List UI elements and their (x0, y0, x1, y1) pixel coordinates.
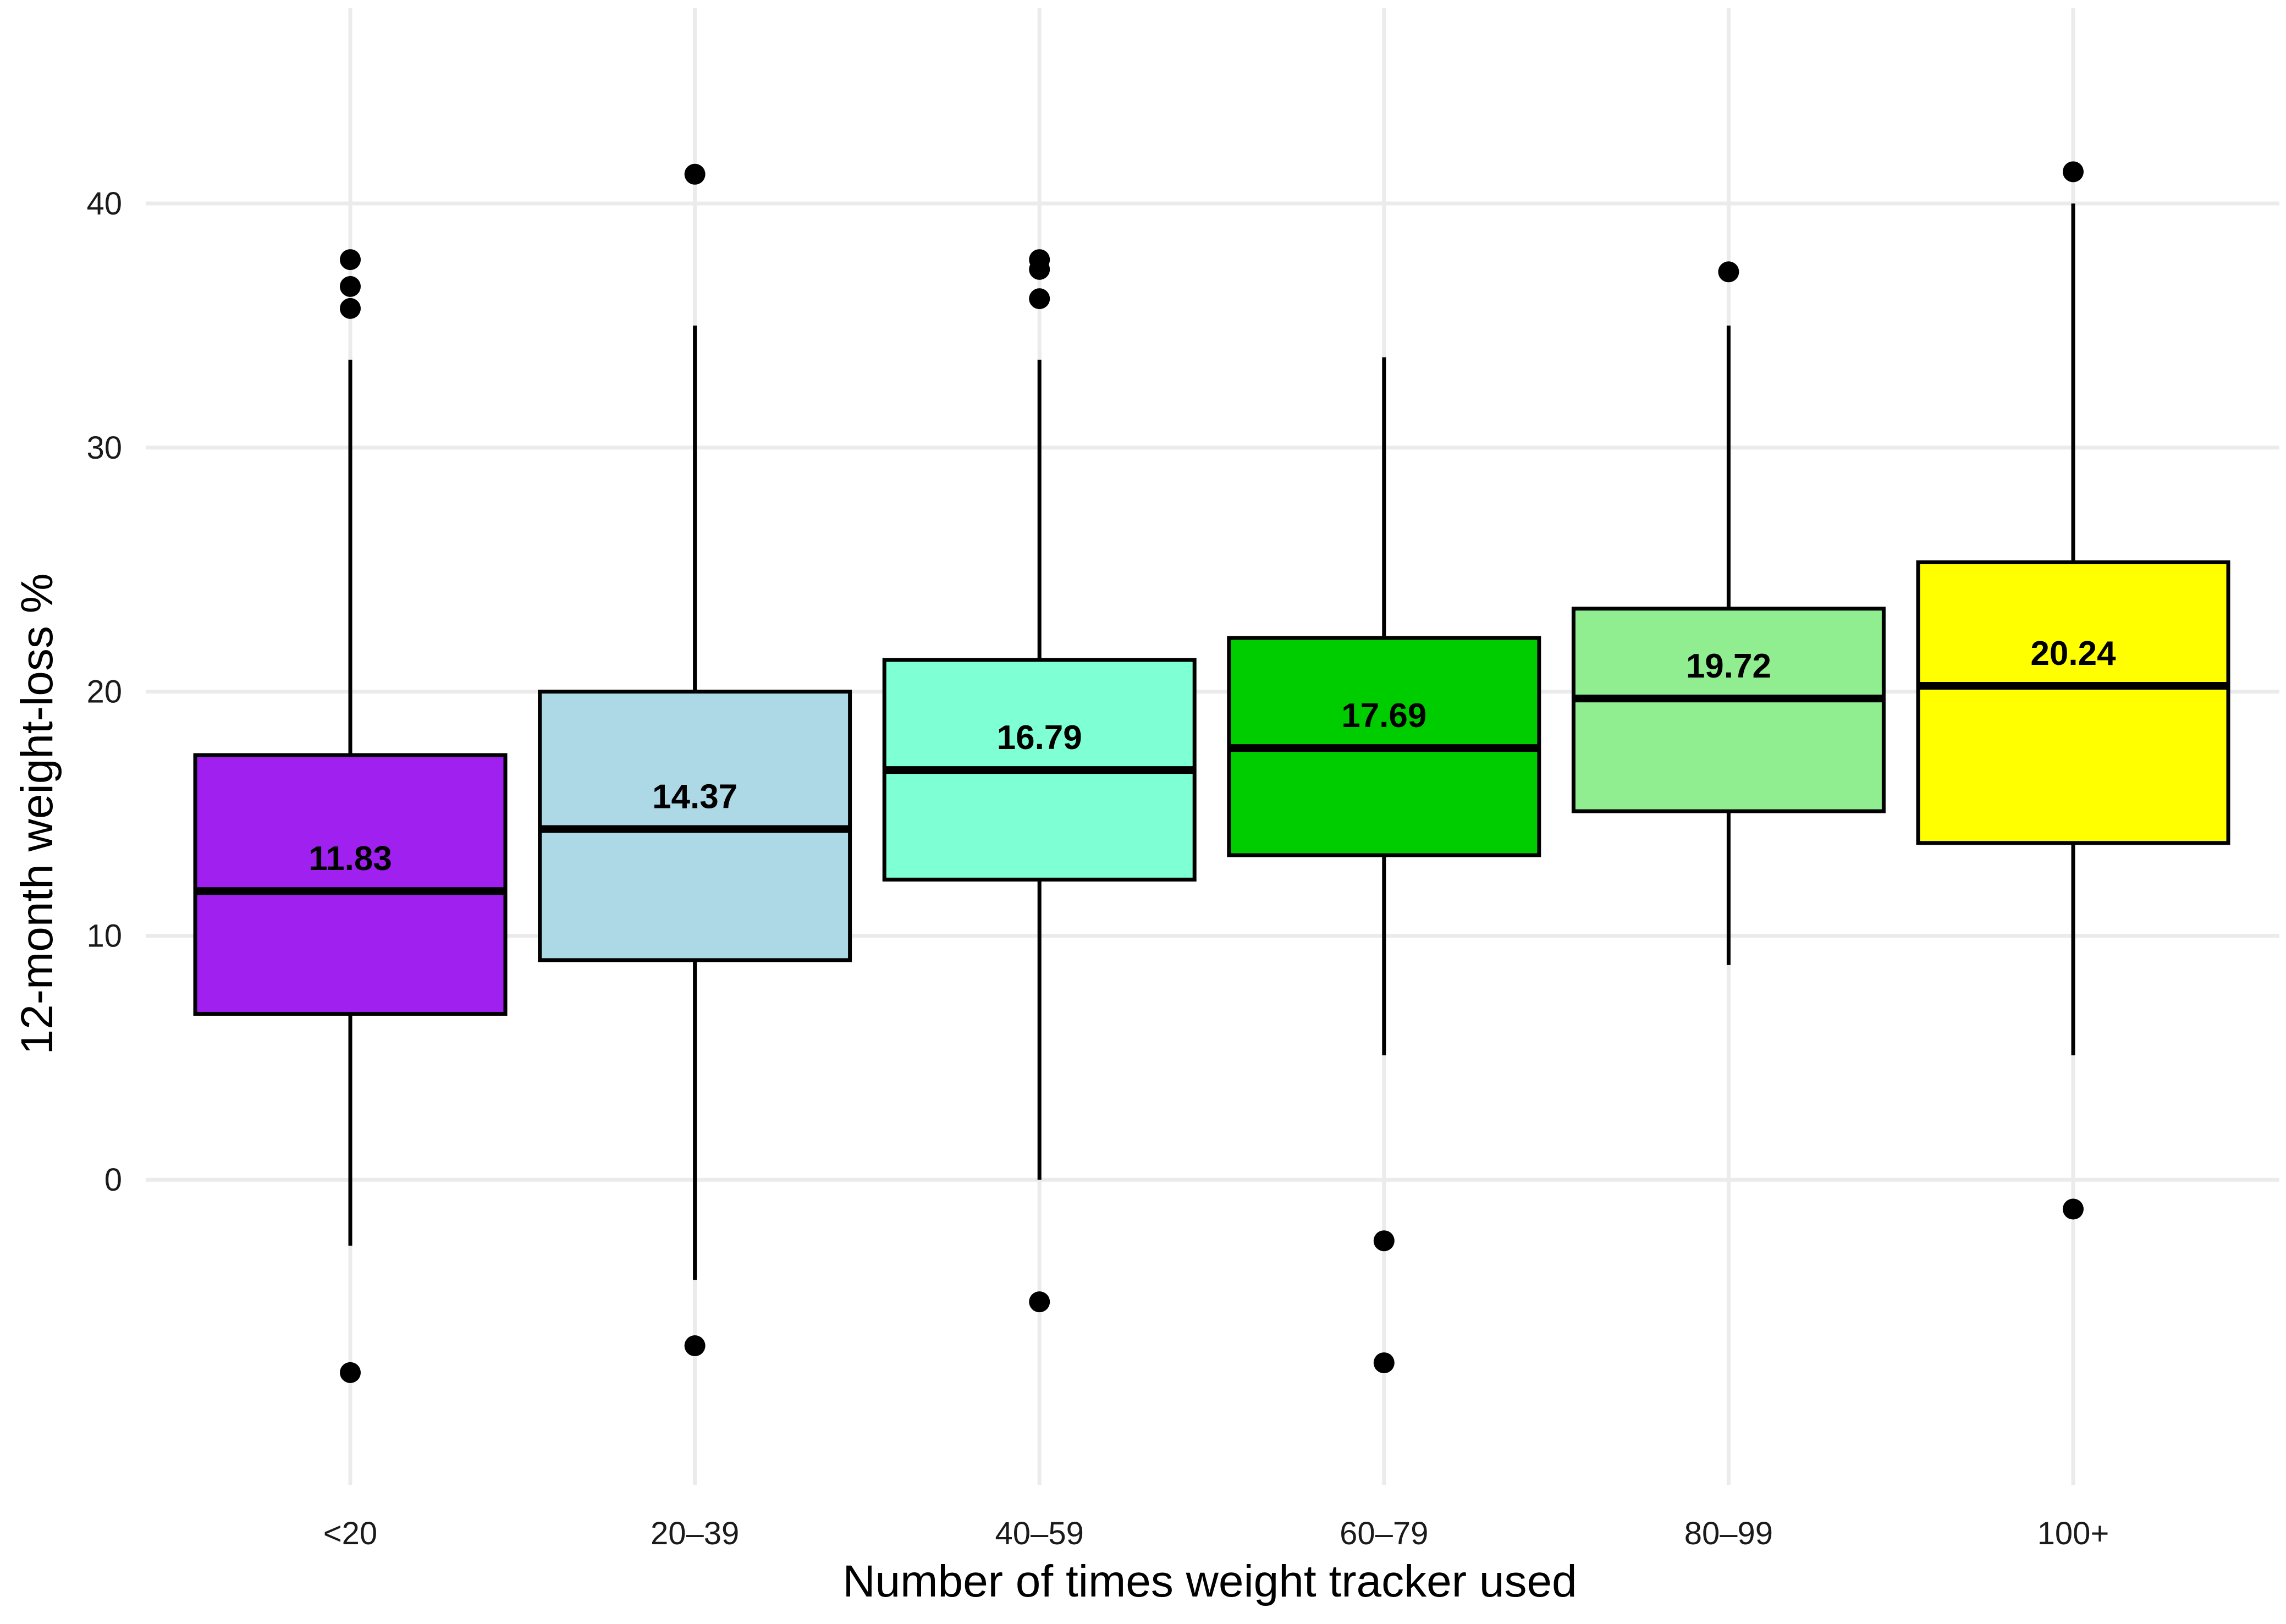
x-tick-label: <20 (323, 1516, 377, 1551)
y-tick-label: 0 (104, 1162, 122, 1198)
x-tick-label: 20–39 (651, 1516, 739, 1551)
box-group: 19.72 (1571, 261, 1886, 965)
x-axis-title: Number of times weight tracker used (842, 1556, 1577, 1606)
outlier-point (684, 163, 706, 185)
box-group: 14.37 (538, 163, 852, 1357)
median-value-label: 17.69 (1341, 697, 1426, 735)
box-group: 17.69 (1227, 357, 1541, 1374)
x-tick-label: 100+ (2037, 1516, 2109, 1551)
y-tick-label: 20 (86, 674, 122, 710)
y-tick-label: 40 (86, 186, 122, 222)
median-value-label: 14.37 (652, 778, 737, 816)
outlier-point (340, 249, 361, 271)
x-tick-label: 60–79 (1340, 1516, 1428, 1551)
outlier-point (1373, 1352, 1395, 1374)
median-value-label: 11.83 (309, 840, 392, 878)
iqr-box (1571, 607, 1886, 813)
outlier-point (340, 276, 361, 297)
outlier-point (1029, 288, 1050, 310)
outlier-point (1373, 1230, 1395, 1252)
median-value-label: 19.72 (1686, 647, 1771, 685)
median-value-label: 20.24 (2030, 635, 2116, 673)
outlier-point (340, 1362, 361, 1383)
iqr-box (1916, 560, 2230, 845)
iqr-box (193, 753, 508, 1016)
outlier-point (2063, 161, 2084, 183)
box-group: 11.83 (193, 249, 508, 1383)
outlier-point (684, 1335, 706, 1357)
y-tick-label: 10 (86, 918, 122, 954)
tick-layer: 0 10 20 30 40 <20 20–39 40–59 60–79 80–99 100+ (86, 186, 2109, 1551)
box-group: 20.24 (1916, 161, 2230, 1220)
x-tick-label: 80–99 (1684, 1516, 1773, 1551)
outlier-point (1029, 1291, 1050, 1313)
box-layer: 11.83 14.37 16.79 17.69 19.72 20.24 (193, 161, 2230, 1383)
outlier-point (1718, 261, 1739, 283)
outlier-point (2063, 1198, 2084, 1220)
median-value-label: 16.79 (997, 719, 1082, 757)
x-tick-label: 40–59 (995, 1516, 1084, 1551)
outlier-point (1029, 258, 1050, 280)
box-group: 16.79 (882, 249, 1197, 1313)
y-tick-label: 30 (86, 430, 122, 466)
outlier-point (340, 298, 361, 319)
y-axis-title: 12-month weight-loss % (12, 573, 62, 1054)
